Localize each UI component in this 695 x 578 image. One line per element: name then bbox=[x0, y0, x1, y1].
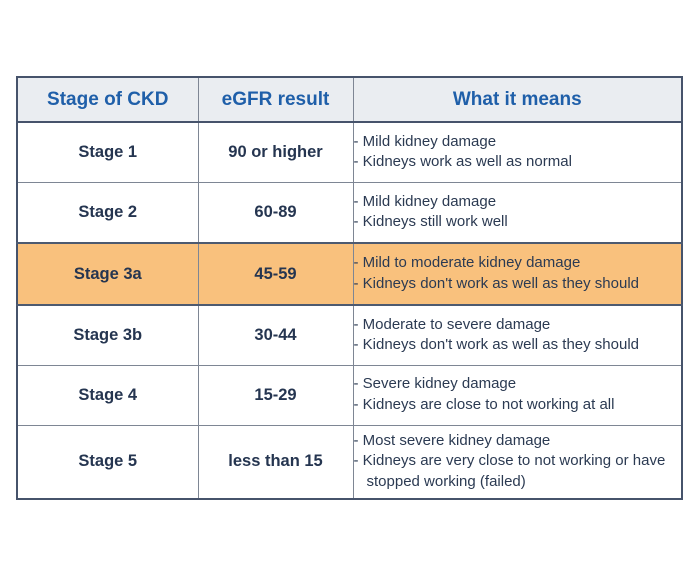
note-line: - Kidneys don't work as well as they sho… bbox=[353, 336, 640, 354]
notes-cell: - Mild kidney damage - Kidneys work as w… bbox=[352, 121, 683, 183]
note-line: - Most severe kidney damage bbox=[353, 431, 551, 449]
egfr-cell: 90 or higher bbox=[197, 121, 354, 183]
stage-cell: Stage 5 bbox=[16, 424, 199, 500]
column-header-stage: Stage of CKD bbox=[16, 76, 199, 123]
note-line: - Kidneys are very close to not working … bbox=[353, 452, 666, 491]
table-row-stage-3a-highlighted: Stage 3a 45-59 - Mild to moderate kidney… bbox=[16, 242, 683, 306]
table-row-stage-4: Stage 4 15-29 - Severe kidney damage - K… bbox=[16, 364, 683, 426]
note-line: - Kidneys work as well as normal bbox=[353, 153, 572, 171]
notes-cell: - Most severe kidney damage - Kidneys ar… bbox=[352, 424, 683, 500]
table-row-stage-5: Stage 5 less than 15 - Most severe kidne… bbox=[16, 424, 683, 500]
note-line: - Mild kidney damage bbox=[353, 192, 497, 210]
table-header-row: Stage of CKD eGFR result What it means bbox=[16, 76, 683, 123]
egfr-cell: 30-44 bbox=[197, 304, 354, 366]
table-row-stage-2: Stage 2 60-89 - Mild kidney damage - Kid… bbox=[16, 181, 683, 244]
egfr-cell: 45-59 bbox=[197, 242, 354, 306]
note-line: - Mild to moderate kidney damage bbox=[353, 254, 581, 272]
stage-cell: Stage 2 bbox=[16, 181, 199, 244]
note-line: - Kidneys don't work as well as they sho… bbox=[353, 275, 640, 292]
notes-cell: - Severe kidney damage - Kidneys are clo… bbox=[352, 364, 683, 426]
table-row-stage-1: Stage 1 90 or higher - Mild kidney damag… bbox=[16, 121, 683, 183]
table-row-stage-3b: Stage 3b 30-44 - Moderate to severe dama… bbox=[16, 304, 683, 366]
ckd-stages-table: Stage of CKD eGFR result What it means S… bbox=[16, 76, 683, 500]
notes-cell: - Mild to moderate kidney damage - Kidne… bbox=[352, 242, 683, 306]
note-line: - Severe kidney damage bbox=[353, 375, 517, 393]
egfr-cell: less than 15 bbox=[197, 424, 354, 500]
egfr-cell: 60-89 bbox=[197, 181, 354, 244]
column-header-meaning: What it means bbox=[352, 76, 683, 123]
note-line: - Kidneys still work well bbox=[353, 213, 508, 231]
notes-cell: - Moderate to severe damage - Kidneys do… bbox=[352, 304, 683, 366]
stage-cell: Stage 1 bbox=[16, 121, 199, 183]
note-line: - Mild kidney damage bbox=[353, 132, 497, 150]
column-header-egfr: eGFR result bbox=[197, 76, 354, 123]
stage-cell: Stage 4 bbox=[16, 364, 199, 426]
note-line: - Kidneys are close to not working at al… bbox=[353, 396, 615, 413]
notes-cell: - Mild kidney damage - Kidneys still wor… bbox=[352, 181, 683, 244]
egfr-cell: 15-29 bbox=[197, 364, 354, 426]
stage-cell: Stage 3b bbox=[16, 304, 199, 366]
note-line: - Moderate to severe damage bbox=[353, 315, 551, 333]
stage-cell: Stage 3a bbox=[16, 242, 199, 306]
